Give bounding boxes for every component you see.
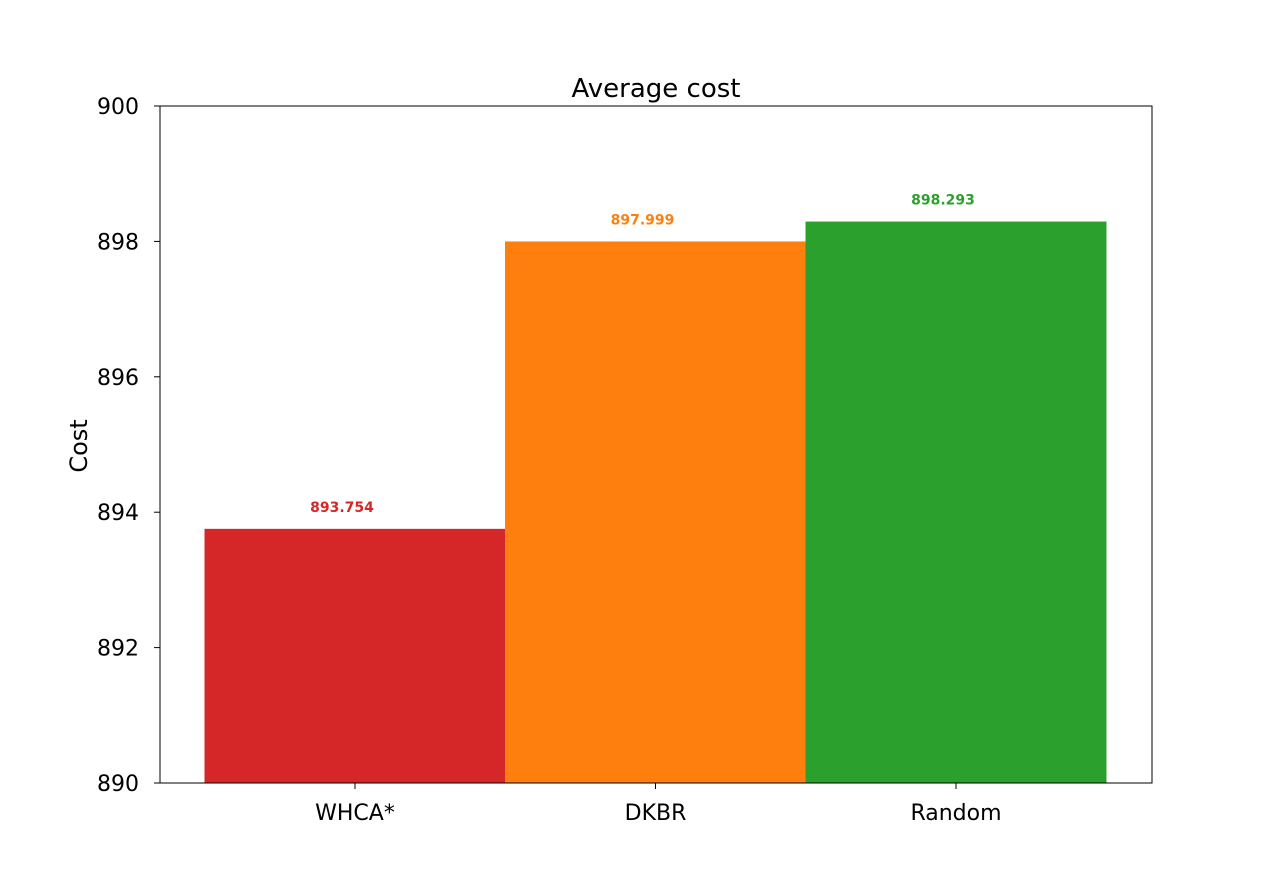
bar-2 — [805, 221, 1107, 783]
chart-title: Average cost — [572, 74, 741, 104]
bars-group — [204, 221, 1107, 783]
y-tick-label-4: 898 — [97, 230, 139, 255]
y-tick-label-1: 892 — [97, 637, 139, 662]
y-axis-label: Cost — [65, 419, 93, 472]
x-tick-label-2: Random — [910, 801, 1001, 826]
bar-value-label-1: 897.999 — [611, 212, 675, 228]
y-axis: 890 892 894 896 898 900 — [97, 95, 160, 797]
x-axis: WHCA* DKBR Random — [315, 783, 1002, 826]
bar-value-label-2: 898.293 — [911, 193, 975, 209]
y-tick-label-5: 900 — [97, 95, 139, 120]
plot-area-frame — [159, 105, 1153, 784]
x-tick-label-0: WHCA* — [315, 801, 395, 826]
bar-1 — [505, 241, 806, 783]
bar-0 — [204, 528, 506, 783]
x-tick-label-1: DKBR — [625, 801, 687, 826]
y-tick-label-0: 890 — [97, 772, 139, 797]
bar-value-labels: 893.754 897.999 898.293 — [310, 193, 975, 516]
y-tick-label-3: 896 — [97, 366, 139, 391]
y-tick-label-2: 894 — [97, 501, 139, 526]
bar-value-label-0: 893.754 — [310, 500, 374, 516]
